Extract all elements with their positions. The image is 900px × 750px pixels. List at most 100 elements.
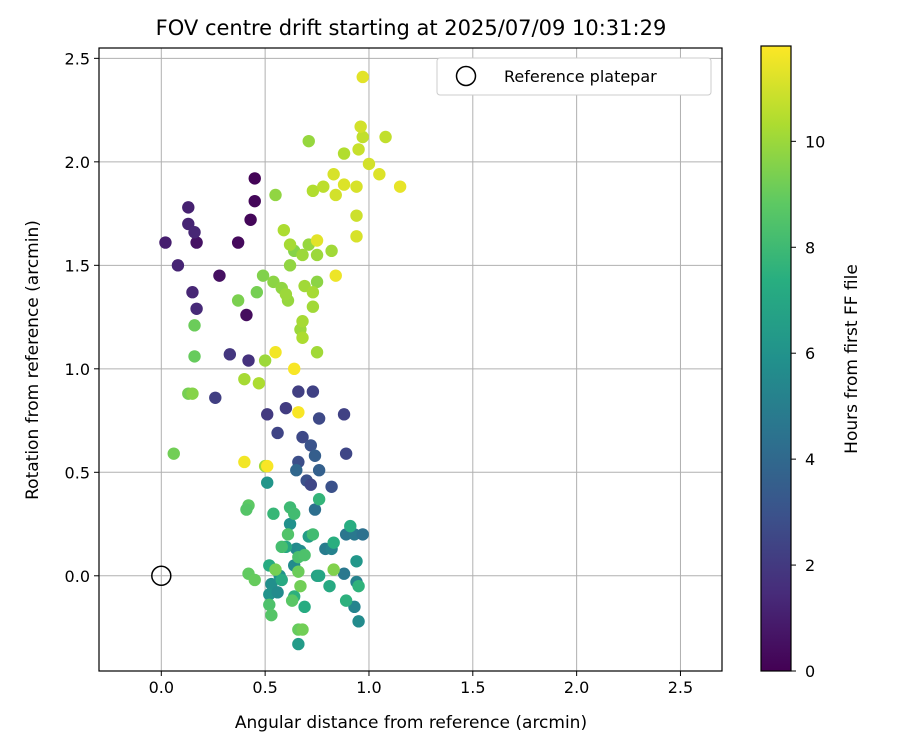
data-point — [182, 201, 195, 214]
data-point — [292, 565, 305, 578]
chart-title: FOV centre drift starting at 2025/07/09 … — [156, 16, 667, 40]
data-point — [306, 286, 320, 299]
data-point — [190, 236, 203, 249]
data-point — [302, 134, 315, 148]
data-point — [325, 480, 338, 493]
data-point — [271, 426, 284, 440]
data-point — [350, 209, 363, 222]
legend-marker — [455, 65, 477, 87]
data-point — [298, 548, 311, 562]
x-tick-label: 0.5 — [252, 678, 277, 697]
legend: Reference platepar — [436, 57, 712, 96]
data-point — [292, 406, 305, 419]
data-point — [159, 236, 172, 249]
data-point — [327, 563, 340, 576]
data-point — [283, 259, 297, 272]
colorbar-ticks: 0 2 4 6 8 10 — [791, 132, 825, 681]
data-point — [223, 348, 237, 361]
x-tick-label: 1.0 — [356, 678, 381, 697]
data-point — [190, 302, 203, 315]
data-point — [271, 586, 284, 599]
data-point — [279, 401, 293, 415]
data-point — [252, 377, 266, 390]
data-point — [248, 194, 261, 208]
data-point — [231, 294, 245, 307]
reference-point-marker — [151, 565, 172, 587]
data-point — [256, 269, 270, 282]
data-point — [167, 447, 180, 460]
data-point — [325, 244, 338, 258]
data-point — [329, 188, 342, 202]
data-point — [269, 188, 282, 202]
y-tick-label: 0.5 — [65, 463, 90, 482]
colorbar-tick-label: 8 — [805, 238, 815, 257]
data-point — [329, 269, 342, 282]
plot-frame — [98, 47, 723, 672]
data-point — [269, 563, 282, 576]
data-point — [288, 507, 301, 520]
data-point — [306, 528, 320, 541]
x-tick-label: 0.0 — [149, 678, 174, 697]
data-point — [171, 259, 185, 272]
data-point — [308, 503, 322, 516]
y-tick-label: 0.0 — [65, 567, 90, 586]
data-point — [290, 464, 303, 477]
data-point — [298, 600, 311, 614]
data-point — [304, 478, 318, 491]
data-point — [310, 275, 324, 289]
data-point — [379, 130, 392, 144]
data-point — [352, 615, 365, 628]
data-point — [350, 555, 363, 568]
data-point — [283, 517, 297, 531]
data-point — [304, 439, 318, 452]
data-point — [186, 286, 199, 299]
data-point — [275, 540, 288, 554]
data-point — [240, 308, 253, 322]
data-point — [312, 464, 326, 477]
data-point — [306, 184, 320, 198]
data-point — [296, 331, 309, 344]
data-point — [186, 387, 199, 400]
data-point — [296, 248, 309, 262]
data-point — [296, 623, 309, 636]
data-point — [277, 223, 291, 237]
data-points — [159, 70, 407, 651]
data-point — [238, 455, 251, 469]
data-point — [188, 350, 201, 363]
data-point — [279, 288, 293, 301]
data-point — [265, 608, 278, 622]
data-point — [242, 354, 255, 367]
data-point — [261, 459, 274, 473]
x-axis-label: Angular distance from reference (arcmin) — [235, 713, 587, 733]
data-point — [356, 528, 369, 541]
data-point — [354, 120, 367, 133]
data-point — [352, 143, 365, 156]
y-tick-label: 2.0 — [65, 153, 90, 172]
data-point — [188, 226, 201, 239]
data-point — [292, 637, 305, 651]
data-point — [285, 594, 299, 607]
data-point — [350, 230, 363, 243]
data-point — [188, 319, 201, 332]
data-point — [213, 269, 226, 282]
data-point — [312, 412, 326, 425]
colorbar-tick-label: 10 — [805, 132, 825, 151]
data-point — [258, 354, 272, 367]
data-point — [263, 598, 276, 611]
data-point — [269, 346, 282, 359]
data-point — [310, 234, 324, 247]
data-point — [317, 180, 330, 193]
data-point — [312, 569, 326, 582]
colorbar-tick-label: 6 — [805, 344, 815, 363]
x-axis-ticks: 0.0 0.5 1.0 1.5 2.0 2.5 — [149, 671, 693, 697]
colorbar-tick-label: 2 — [805, 556, 815, 575]
data-point — [337, 147, 351, 160]
data-point — [350, 180, 363, 193]
data-point — [261, 408, 274, 421]
legend-box — [436, 57, 712, 96]
data-point — [344, 519, 357, 533]
data-point — [288, 362, 301, 376]
data-point — [310, 346, 324, 359]
colorbar-gradient — [761, 46, 791, 671]
y-axis-label: Rotation from reference (arcmin) — [23, 220, 43, 500]
